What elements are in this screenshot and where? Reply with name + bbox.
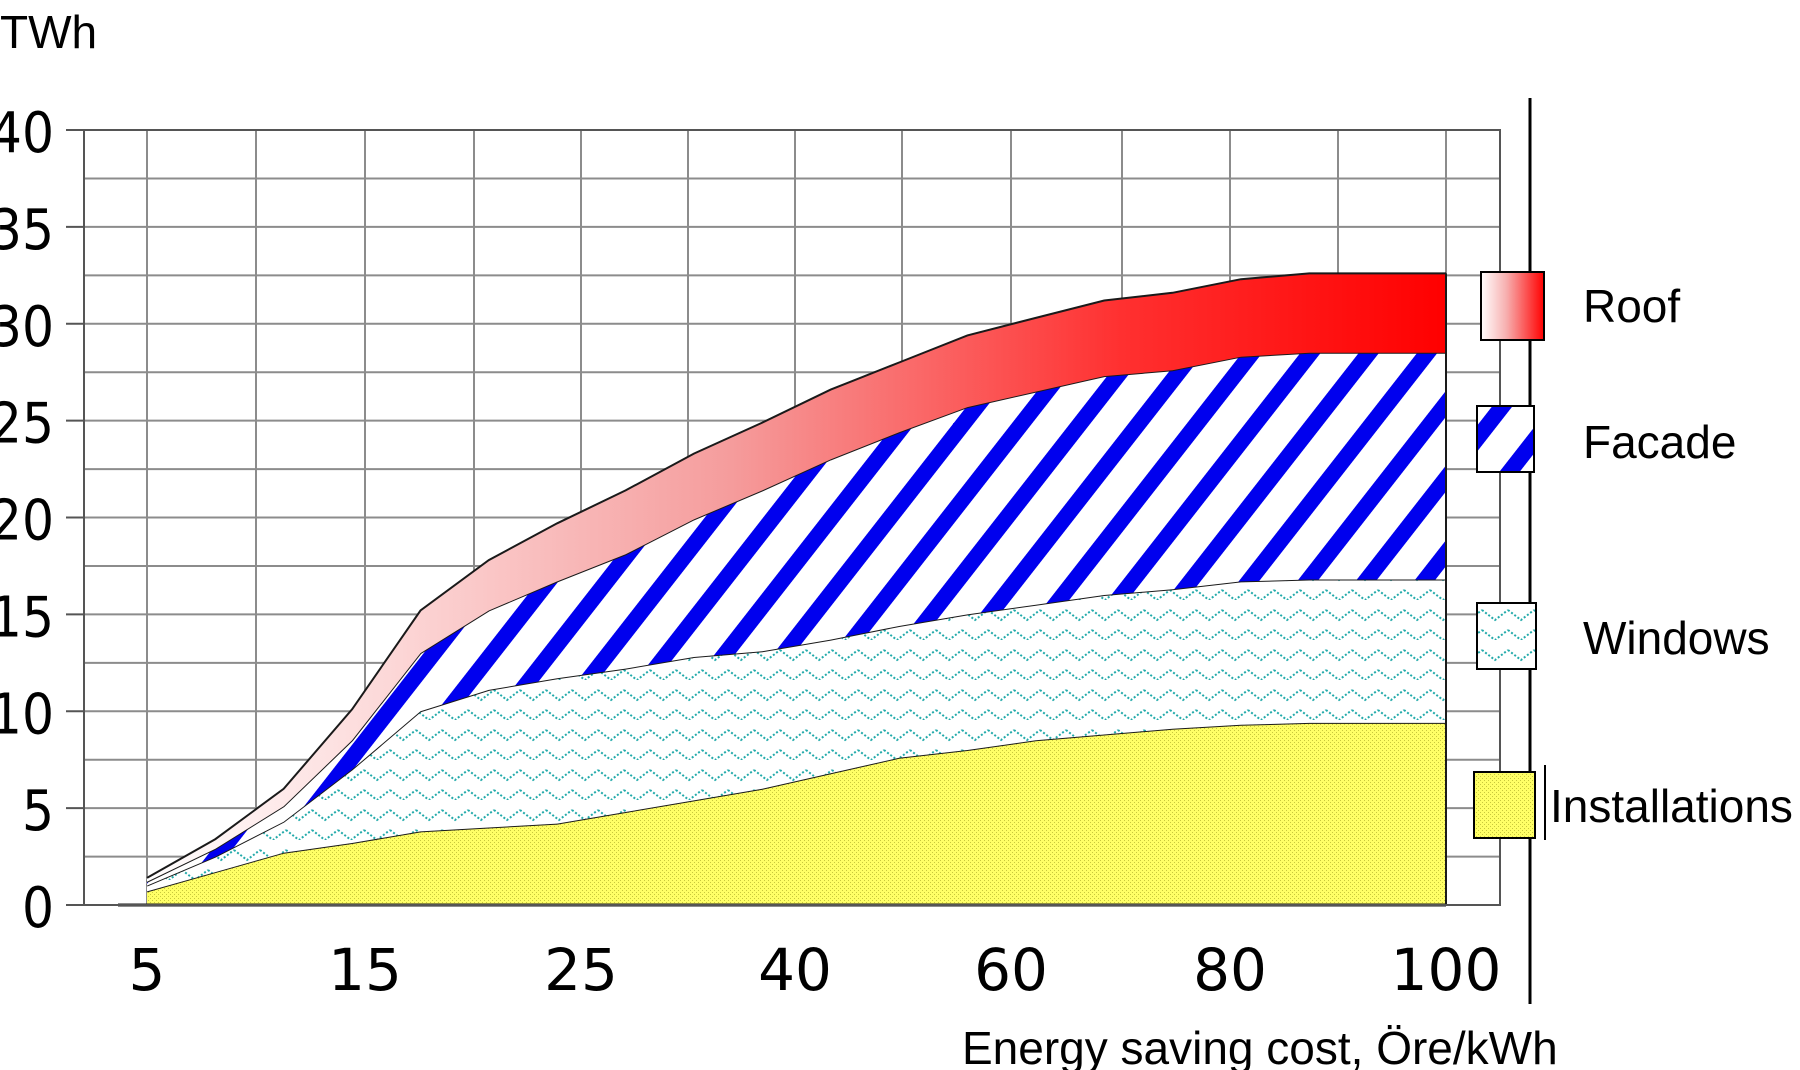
legend-label-windows: Windows [1583, 612, 1770, 664]
area-installations [147, 722, 1446, 905]
legend-item-installations: Installations [1473, 765, 1793, 840]
y-tick-label: 10 [0, 682, 54, 747]
y-tick-label: 20 [0, 489, 54, 554]
area-facade [147, 352, 1446, 886]
x-tick-label: 40 [758, 936, 832, 1004]
legend: Roof Facade Windows Installations [1473, 271, 1793, 840]
x-tick-label: 5 [129, 936, 166, 1004]
boundary-roof [146, 272, 1446, 879]
areas [118, 272, 1447, 907]
legend-item-facade: Facade [1476, 405, 1736, 473]
legend-swatch-windows [1476, 602, 1537, 670]
x-tick-label: 80 [1193, 936, 1267, 1004]
y-tick-label: 35 [0, 198, 54, 263]
y-tick-label: 15 [0, 585, 54, 650]
x-tick-label: 25 [544, 936, 618, 1004]
x-axis-label: Energy saving cost, Öre/kWh [962, 1022, 1558, 1070]
y-ticks: 0 5 10 15 20 25 30 35 40 [0, 101, 84, 941]
legend-item-windows: Windows [1476, 602, 1770, 670]
legend-swatch-installations [1473, 771, 1536, 839]
area-roof [147, 273, 1446, 882]
legend-label-roof: Roof [1583, 280, 1680, 332]
y-tick-label: 25 [0, 392, 54, 457]
legend-item-roof: Roof [1480, 271, 1680, 341]
legend-label-facade: Facade [1583, 416, 1736, 468]
y-tick-label: 30 [0, 295, 54, 360]
x-tick-label: 100 [1391, 936, 1502, 1004]
y-axis-label: TWh [0, 6, 97, 58]
legend-label-installations: Installations [1550, 780, 1793, 832]
y-tick-label: 0 [22, 876, 54, 941]
x-ticks: 5 15 25 40 60 80 100 [129, 936, 1502, 1004]
area-windows [147, 579, 1446, 892]
x-tick-label: 15 [328, 936, 402, 1004]
legend-swatch-facade [1476, 405, 1535, 473]
legend-swatch-roof [1480, 271, 1545, 341]
x-tick-label: 60 [974, 936, 1048, 1004]
y-tick-label: 5 [22, 779, 54, 844]
y-tick-label: 40 [0, 101, 54, 166]
